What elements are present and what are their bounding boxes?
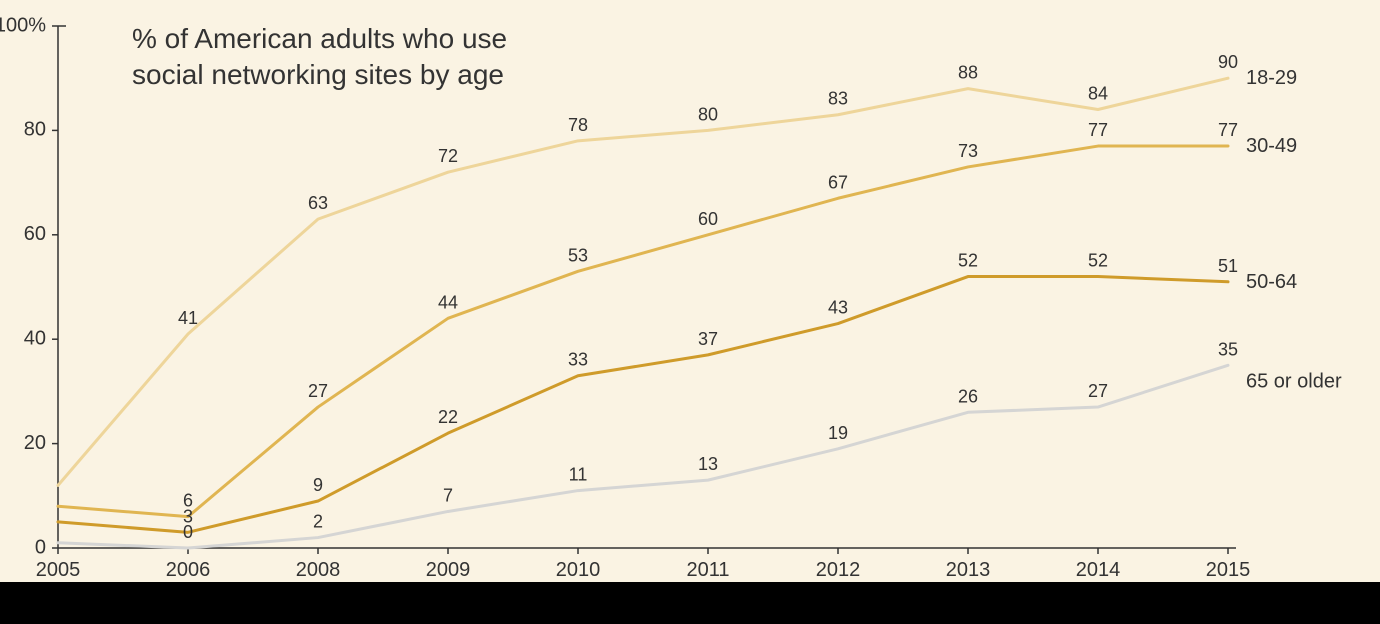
data-label-30-49: 27 [308,381,328,401]
data-label-50-64: 51 [1218,256,1238,276]
data-label-18-29: 88 [958,63,978,83]
data-label-65 or older: 27 [1088,381,1108,401]
data-label-30-49: 67 [828,172,848,192]
x-tick-label: 2005 [36,559,81,581]
data-label-65 or older: 7 [443,485,453,505]
data-label-18-29: 72 [438,146,458,166]
data-label-30-49: 44 [438,292,458,312]
series-label-18-29: 18-29 [1246,67,1297,89]
data-label-65 or older: 19 [828,423,848,443]
data-label-50-64: 52 [958,251,978,271]
x-tick-label: 2008 [296,559,341,581]
data-label-30-49: 77 [1088,120,1108,140]
x-tick-label: 2012 [816,559,861,581]
y-tick-label: 0 [35,536,46,558]
data-label-18-29: 63 [308,193,328,213]
data-label-65 or older: 35 [1218,339,1238,359]
y-tick-label: 60 [24,223,46,245]
data-label-65 or older: 13 [698,454,718,474]
data-label-50-64: 33 [568,350,588,370]
data-label-18-29: 83 [828,89,848,109]
data-label-50-64: 52 [1088,251,1108,271]
series-label-65 or older: 65 or older [1246,370,1342,392]
data-label-18-29: 78 [568,115,588,135]
x-tick-label: 2014 [1076,559,1121,581]
y-tick-label: 20 [24,432,46,454]
data-label-50-64: 22 [438,407,458,427]
y-tick-label: 40 [24,327,46,349]
data-label-65 or older: 26 [958,386,978,406]
line-chart: 020406080100%200520062008200920102011201… [0,0,1380,624]
data-label-18-29: 90 [1218,52,1238,72]
x-tick-label: 2010 [556,559,601,581]
data-label-50-64: 9 [313,475,323,495]
data-label-30-49: 77 [1218,120,1238,140]
chart-title-line2: social networking sites by age [132,59,504,90]
data-label-50-64: 43 [828,298,848,318]
series-label-30-49: 30-49 [1246,135,1297,157]
data-label-30-49: 60 [698,209,718,229]
data-label-65 or older: 0 [183,522,193,542]
data-label-65 or older: 2 [313,512,323,532]
data-label-18-29: 41 [178,308,198,328]
chart-container: 020406080100%200520062008200920102011201… [0,0,1380,624]
x-tick-label: 2013 [946,559,991,581]
chart-title-line1: % of American adults who use [132,23,507,54]
data-label-30-49: 73 [958,141,978,161]
data-label-50-64: 37 [698,329,718,349]
x-tick-label: 2009 [426,559,471,581]
x-tick-label: 2011 [686,559,729,581]
data-label-65 or older: 11 [569,465,588,485]
bottom-bar [0,582,1380,624]
y-tick-label: 100% [0,14,46,36]
series-label-50-64: 50-64 [1246,271,1297,293]
y-tick-label: 80 [24,119,46,141]
data-label-30-49: 53 [568,245,588,265]
x-tick-label: 2006 [166,559,211,581]
x-tick-label: 2015 [1206,559,1251,581]
data-label-18-29: 84 [1088,84,1108,104]
data-label-18-29: 80 [698,104,718,124]
